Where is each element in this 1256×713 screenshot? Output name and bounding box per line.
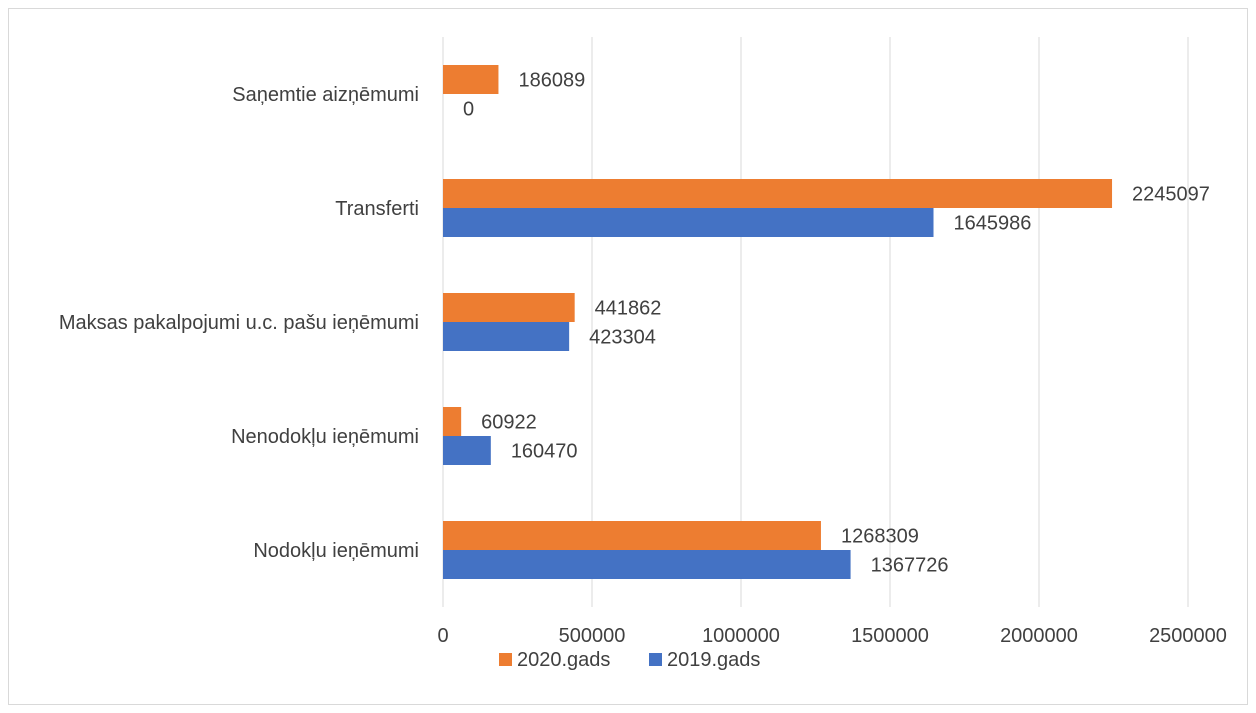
legend-swatch	[499, 653, 512, 666]
value-axis: 0 500000 1000000 1500000 2000000 2500000	[437, 625, 1227, 647]
bar-2020.gads	[443, 293, 575, 322]
category-label: Nodokļu ieņēmumi	[253, 540, 419, 562]
bar-2020.gads	[443, 179, 1113, 208]
category-label: Nenodokļu ieņēmumi	[231, 426, 419, 448]
x-tick-label: 500000	[559, 625, 626, 647]
chart-frame: 186089 0 2245097 1645986 441862 423304 60922 16…	[8, 8, 1248, 705]
data-label: 1645986	[954, 213, 1032, 235]
legend-label: 2019.gads	[667, 649, 760, 671]
data-labels: 186089 0 2245097 1645986 441862 423304 60922 16…	[463, 70, 1210, 577]
bar-2019.gads	[443, 550, 851, 579]
x-tick-label: 2500000	[1149, 625, 1227, 647]
category-label: Maksas pakalpojumi u.c. pašu ieņēmumi	[59, 312, 419, 334]
x-tick-label: 1000000	[702, 625, 780, 647]
bar-2019.gads	[443, 208, 934, 237]
data-label: 2245097	[1132, 184, 1210, 206]
x-tick-label: 1500000	[851, 625, 929, 647]
bar-2020.gads	[443, 65, 499, 94]
legend-swatch	[649, 653, 662, 666]
data-label: 186089	[518, 70, 585, 92]
bar-chart: 186089 0 2245097 1645986 441862 423304 60922 16…	[59, 37, 1227, 671]
data-label: 441862	[595, 298, 662, 320]
bar-2020.gads	[443, 521, 821, 550]
category-label: Saņemtie aizņēmumi	[232, 84, 419, 106]
bar-2019.gads	[443, 322, 570, 351]
x-tick-label: 0	[437, 625, 448, 647]
gridlines	[442, 37, 1189, 607]
data-label: 60922	[481, 412, 537, 434]
category-axis: Saņemtie aizņēmumi Transferti Maksas pakal…	[59, 84, 419, 562]
data-label: 1268309	[841, 526, 919, 548]
data-label: 423304	[589, 327, 656, 349]
data-label: 160470	[511, 441, 578, 463]
category-label: Transferti	[335, 198, 419, 220]
bar-2019.gads	[443, 436, 491, 465]
data-label: 1367726	[871, 555, 949, 577]
bar-2020.gads	[443, 407, 462, 436]
bars	[443, 65, 1113, 579]
legend-label: 2020.gads	[517, 649, 610, 671]
x-tick-label: 2000000	[1000, 625, 1078, 647]
data-label: 0	[463, 99, 474, 121]
legend: 2020.gads 2019.gads	[499, 649, 760, 671]
